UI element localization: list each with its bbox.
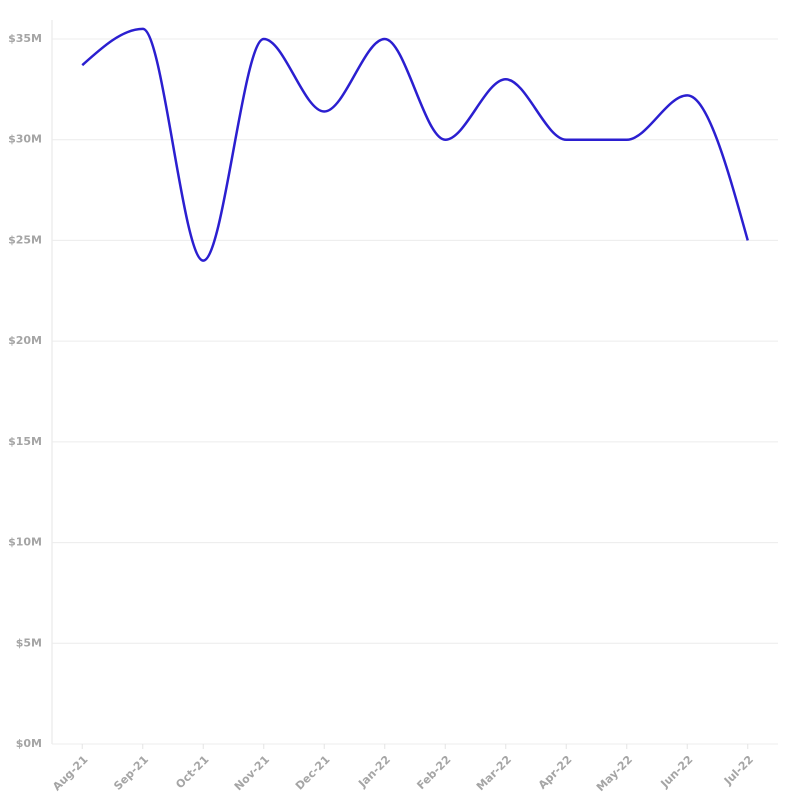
x-tick-label: Apr-22 (536, 753, 575, 792)
y-tick-label: $35M (8, 32, 42, 45)
x-tick-label: Jan-22 (355, 753, 393, 791)
line (81, 27, 749, 262)
x-tick-label: Mar-22 (474, 753, 514, 793)
y-tick-label: $0M (16, 737, 42, 750)
y-tick-label: $25M (8, 233, 42, 246)
x-tick-label: Feb-22 (414, 753, 453, 792)
y-tick-label: $5M (16, 636, 42, 649)
x-tick-label: Jun-22 (658, 753, 696, 791)
x-tick-label: Dec-21 (293, 753, 333, 793)
x-tick-label: Oct-21 (173, 753, 211, 791)
y-tick-label: $20M (8, 334, 42, 347)
x-tick-label: Sep-21 (111, 753, 151, 793)
y-tick-label: $15M (8, 435, 42, 448)
y-tick-label: $30M (8, 133, 42, 146)
x-tick-label: Aug-21 (50, 753, 90, 793)
x-tick-label: Nov-21 (232, 753, 272, 793)
y-tick-label: $10M (8, 536, 42, 549)
x-tick-label: May-22 (594, 753, 635, 794)
x-tick-label: Jul-22 (721, 753, 756, 788)
